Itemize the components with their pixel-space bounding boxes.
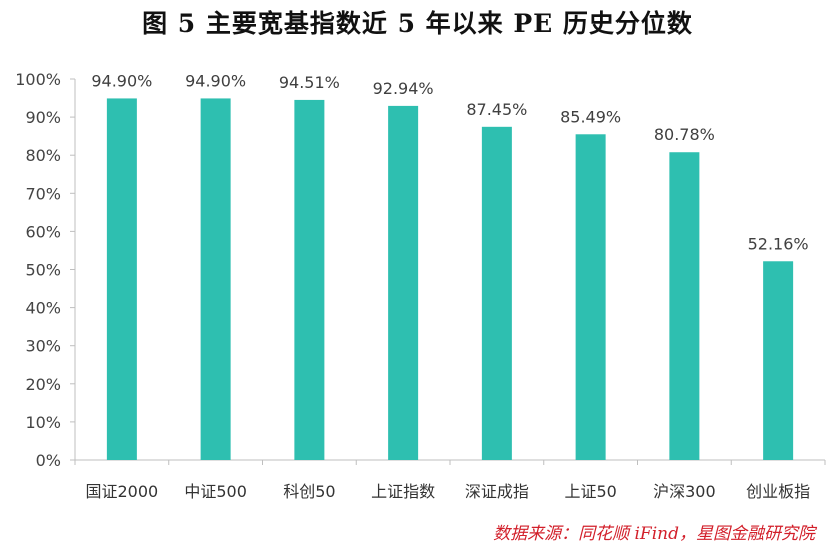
data-label: 80.78% — [654, 125, 715, 144]
y-tick-label: 10% — [25, 413, 61, 432]
bar — [106, 98, 137, 460]
bar — [763, 261, 794, 460]
y-tick-label: 30% — [25, 337, 61, 356]
x-tick-label: 科创50 — [283, 482, 335, 501]
data-label: 92.94% — [373, 79, 434, 98]
data-label: 52.16% — [748, 234, 809, 253]
data-label: 94.90% — [91, 71, 152, 90]
x-tick-label: 上证指数 — [371, 482, 435, 501]
x-tick-label: 创业板指 — [746, 482, 810, 501]
bar — [200, 98, 231, 460]
data-label: 94.90% — [185, 71, 246, 90]
bar — [481, 126, 512, 461]
data-label: 87.45% — [466, 100, 527, 119]
y-tick-label: 50% — [25, 261, 61, 280]
bar — [669, 152, 700, 460]
y-tick-label: 40% — [25, 299, 61, 318]
y-tick-label: 80% — [25, 146, 61, 165]
x-tick-label: 上证50 — [564, 482, 616, 501]
y-tick-label: 100% — [15, 70, 61, 89]
y-tick-label: 0% — [36, 451, 61, 470]
y-tick-label: 60% — [25, 222, 61, 241]
y-tick-label: 90% — [25, 108, 61, 127]
y-tick-label: 70% — [25, 184, 61, 203]
data-label: 85.49% — [560, 107, 621, 126]
bar — [294, 99, 325, 460]
y-tick-label: 20% — [25, 375, 61, 394]
bar — [388, 105, 419, 461]
data-label: 94.51% — [279, 73, 340, 92]
x-tick-label: 国证2000 — [86, 482, 159, 501]
figure-title: 图 5 主要宽基指数近 5 年以来 PE 历史分位数 — [142, 9, 693, 38]
bar — [575, 134, 606, 461]
x-tick-label: 中证500 — [184, 482, 247, 501]
x-tick-label: 深证成指 — [465, 482, 529, 501]
x-tick-label: 沪深300 — [653, 482, 716, 501]
source-note: 数据来源：同花顺 iFind，星图金融研究院 — [493, 524, 815, 544]
